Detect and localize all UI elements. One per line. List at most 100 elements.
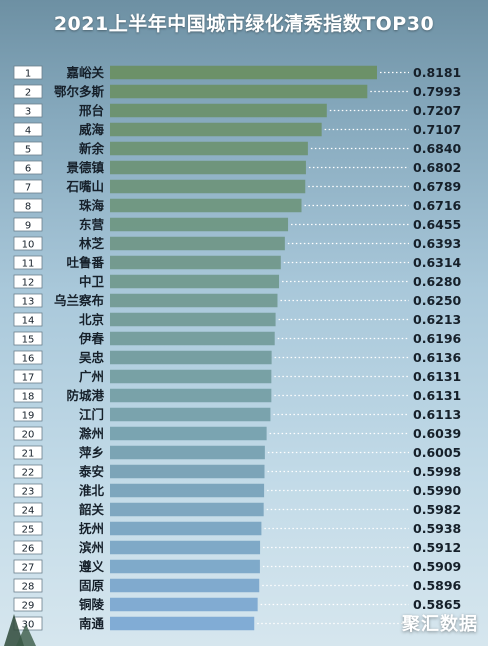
bar [110,388,272,403]
category-label: 抚州 [79,521,104,536]
value-label: 0.6113 [413,407,461,422]
bar [110,616,255,631]
rank-label: 13 [22,297,35,308]
category-label: 北京 [79,312,105,327]
category-label: 萍乡 [79,445,104,460]
rank-label: 10 [22,240,35,251]
rank-label: 7 [25,183,31,194]
bar [110,578,260,593]
bar [110,540,261,555]
rank-box [13,369,43,384]
category-label: 威海 [79,122,105,137]
bar [110,217,289,232]
rank-box [13,388,43,403]
category-label: 吐鲁番 [66,255,104,270]
category-label: 珠海 [79,198,105,213]
rank-label: 9 [25,221,31,232]
category-label: 邢台 [79,103,104,118]
rank-label: 28 [22,582,35,593]
rank-label: 2 [25,88,31,99]
value-label: 0.6716 [413,198,462,213]
rank-box [13,502,43,517]
bar [110,597,258,612]
bar [110,464,265,479]
category-label: 韶关 [79,502,105,517]
rank-label: 12 [22,278,35,289]
rank-box [13,350,43,365]
value-label: 0.5990 [413,483,462,498]
rank-box [13,141,43,156]
category-label: 鄂尔多斯 [54,84,105,99]
bar [110,274,280,289]
rank-label: 15 [22,335,35,346]
value-label: 0.6196 [413,331,462,346]
bar [110,426,267,441]
watermark: 聚汇数据 [402,614,478,635]
rank-label: 17 [22,373,35,384]
value-label: 0.8181 [413,65,461,80]
category-label: 遵义 [79,559,105,574]
value-label: 0.5912 [413,540,461,555]
rank-box [13,559,43,574]
category-label: 吴忠 [79,350,105,365]
value-label: 0.6213 [413,312,461,327]
rank-label: 24 [22,506,35,517]
rank-label: 18 [22,392,35,403]
value-label: 0.5865 [413,597,461,612]
category-label: 伊春 [78,331,105,346]
bar [110,369,272,384]
bar [110,293,278,308]
category-label: 滨州 [79,540,104,555]
value-label: 0.5998 [413,464,461,479]
category-label: 广州 [79,369,104,384]
bar [110,559,260,574]
rank-box [13,597,43,612]
bar [110,122,322,137]
rank-label: 14 [22,316,35,327]
rank-box [13,65,43,80]
value-label: 0.5896 [413,578,462,593]
rank-label: 27 [22,563,35,574]
bar [110,198,302,213]
rank-label: 1 [25,69,31,80]
rank-label: 6 [25,164,31,175]
value-label: 0.7207 [413,103,461,118]
rank-box [13,578,43,593]
rank-label: 30 [22,620,35,631]
rank-box [13,103,43,118]
bar [110,312,276,327]
value-label: 0.6802 [413,160,461,175]
category-label: 中卫 [79,274,105,289]
rank-label: 3 [25,107,31,118]
value-label: 0.6314 [413,255,462,270]
rank-box [13,407,43,422]
rank-box [13,198,43,213]
value-label: 0.5909 [413,559,461,574]
rank-box [13,122,43,137]
bar [110,502,264,517]
bar [110,160,306,175]
bar [110,236,285,251]
category-label: 林芝 [79,236,105,251]
value-label: 0.6250 [413,293,462,308]
rank-label: 29 [22,601,35,612]
bar [110,84,368,99]
bar [110,407,271,422]
value-label: 0.6789 [413,179,461,194]
rank-box [13,236,43,251]
value-label: 0.6393 [413,236,461,251]
rank-label: 4 [25,126,31,137]
rank-box [13,426,43,441]
category-label: 嘉峪关 [65,65,104,80]
rank-label: 21 [22,449,35,460]
chart-title: 2021上半年中国城市绿化清秀指数TOP30 [53,13,435,35]
bar [110,103,327,118]
rank-box [13,483,43,498]
value-label: 0.7993 [413,84,461,99]
value-label: 0.5982 [413,502,461,517]
category-label: 滁州 [79,426,104,441]
category-label: 铜陵 [79,597,105,612]
category-label: 防城港 [66,388,104,403]
rank-box [13,179,43,194]
